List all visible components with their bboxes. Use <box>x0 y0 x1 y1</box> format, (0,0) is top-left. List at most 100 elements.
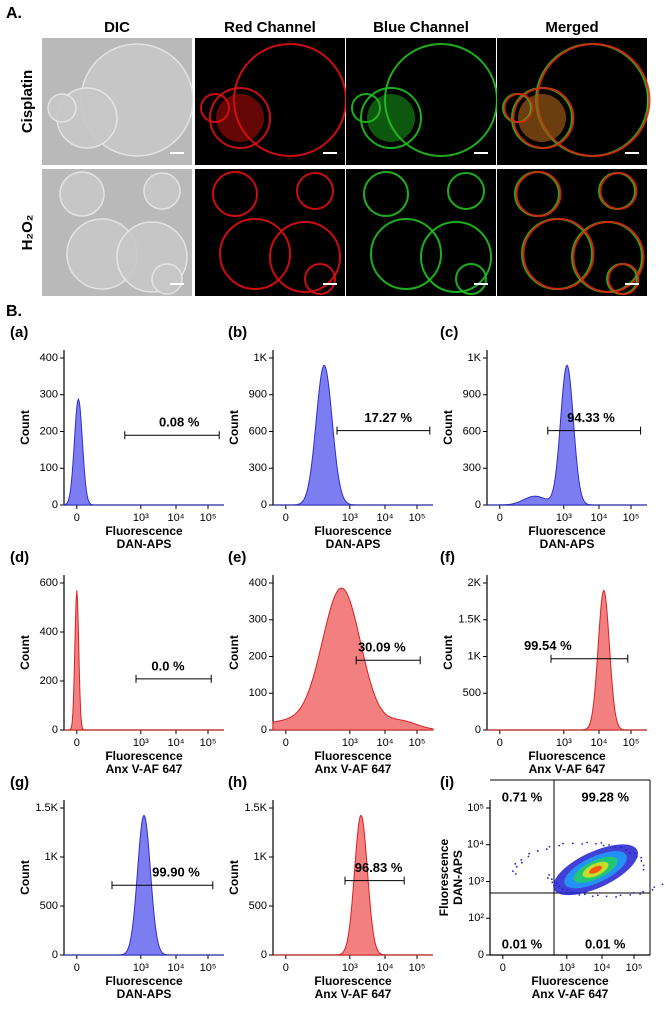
quadrant-label: 99.28 % <box>581 789 629 804</box>
gate-label: 96.83 % <box>355 860 403 875</box>
cell-outline <box>455 263 487 295</box>
cell-outline <box>47 93 77 123</box>
row-label: Cisplatin <box>19 70 36 133</box>
histogram <box>64 590 224 731</box>
x-axis-label: Fluorescence <box>105 974 183 988</box>
y-tick-label: 10³ <box>468 875 484 887</box>
event-dot <box>578 893 581 896</box>
cell-outline <box>219 218 291 290</box>
event-dot <box>553 884 555 887</box>
gate-label: 30.09 % <box>358 640 406 655</box>
event-dot <box>629 894 632 896</box>
y-tick-label: 1K <box>468 650 482 662</box>
micrograph <box>346 169 496 296</box>
y-tick-label: 600 <box>249 425 267 437</box>
event-dot <box>642 890 645 893</box>
y-axis-label: Count <box>441 635 455 670</box>
cell-outline <box>522 218 595 290</box>
y-axis-label: Count <box>18 860 32 895</box>
event-dot <box>615 896 617 898</box>
x-axis-label: Fluorescence <box>105 749 183 763</box>
event-dot <box>555 882 558 885</box>
x-tick-label: 10³ <box>559 962 575 974</box>
event-dot <box>562 842 564 845</box>
event-dot <box>639 893 642 895</box>
x-tick-label: 10⁵ <box>409 737 426 749</box>
x-tick-label: 10⁴ <box>591 737 608 749</box>
y-tick-label: 300 <box>249 462 267 474</box>
y-axis-label: Count <box>18 410 32 445</box>
x-tick-label: 10⁵ <box>409 512 426 524</box>
cell-outline <box>447 172 485 210</box>
cell-outline <box>607 263 640 295</box>
histogram <box>273 814 433 956</box>
x-tick-label: 10³ <box>342 737 358 749</box>
event-dot <box>653 886 656 889</box>
event-dot <box>558 844 561 847</box>
y-tick-label: 0 <box>261 724 267 736</box>
y-tick-label: 1K <box>468 352 482 364</box>
x-tick-label: 10³ <box>342 512 358 524</box>
event-dot <box>633 852 636 855</box>
event-dot <box>545 848 548 850</box>
histogram <box>63 397 224 506</box>
x-tick-label: 0 <box>283 737 289 749</box>
y-tick-label: 200 <box>249 650 267 662</box>
event-dot <box>521 861 523 864</box>
cell-outline <box>503 93 534 123</box>
panel-label: (c) <box>440 324 458 341</box>
y-tick-label: 0 <box>261 499 267 511</box>
event-dot <box>548 845 551 848</box>
event-dot <box>566 888 569 891</box>
y-axis-label: Count <box>227 410 241 445</box>
x-tick-label: 10³ <box>133 737 149 749</box>
event-dot <box>536 850 539 852</box>
micrograph <box>195 169 345 296</box>
cell-outline <box>515 171 562 217</box>
event-dot <box>661 883 664 886</box>
event-dot <box>511 870 514 873</box>
event-dot <box>547 877 549 879</box>
cell-outline <box>420 221 492 293</box>
column-header: DIC <box>104 19 130 36</box>
x-axis-label: Anx V-AF 647 <box>315 762 392 776</box>
event-dot <box>642 864 645 867</box>
y-axis-label: Count <box>18 635 32 670</box>
x-tick-label: 10⁵ <box>623 737 640 749</box>
cell-outline <box>59 171 105 217</box>
event-dot <box>608 843 610 846</box>
x-axis-label: Fluorescence <box>314 974 392 988</box>
panel-label: (h) <box>228 774 247 791</box>
event-dot <box>548 873 551 876</box>
y-tick-label: 200 <box>40 425 58 437</box>
event-dot <box>605 895 608 898</box>
y-tick-label: 1K <box>45 851 59 863</box>
x-axis-label: DAN-APS <box>117 537 172 551</box>
x-tick-label: 10⁴ <box>377 962 394 974</box>
image-frame <box>346 38 496 165</box>
x-tick-label: 10³ <box>556 737 572 749</box>
cell-outline <box>351 93 381 123</box>
micrograph <box>42 38 194 165</box>
column-header: Merged <box>545 19 598 36</box>
y-tick-label: 300 <box>249 614 267 626</box>
x-tick-label: 0 <box>497 737 503 749</box>
y-tick-label: 1K <box>254 352 268 364</box>
x-axis-label: Anx V-AF 647 <box>106 762 183 776</box>
x-axis-label: DAN-APS <box>326 537 381 551</box>
histogram <box>272 587 434 731</box>
y-tick-label: 10⁵ <box>467 802 484 814</box>
image-frame <box>497 38 647 165</box>
y-tick-label: 900 <box>463 389 481 401</box>
x-tick-label: 0 <box>74 512 80 524</box>
y-tick-label: 500 <box>463 687 481 699</box>
event-dot <box>651 888 654 891</box>
micrograph <box>497 38 651 165</box>
quadrant-label: 0.01 % <box>585 936 626 951</box>
event-dot <box>640 856 643 859</box>
image-frame <box>346 169 496 296</box>
event-dot <box>550 878 553 881</box>
x-axis-label: Fluorescence <box>105 524 183 538</box>
event-dot <box>596 894 599 897</box>
